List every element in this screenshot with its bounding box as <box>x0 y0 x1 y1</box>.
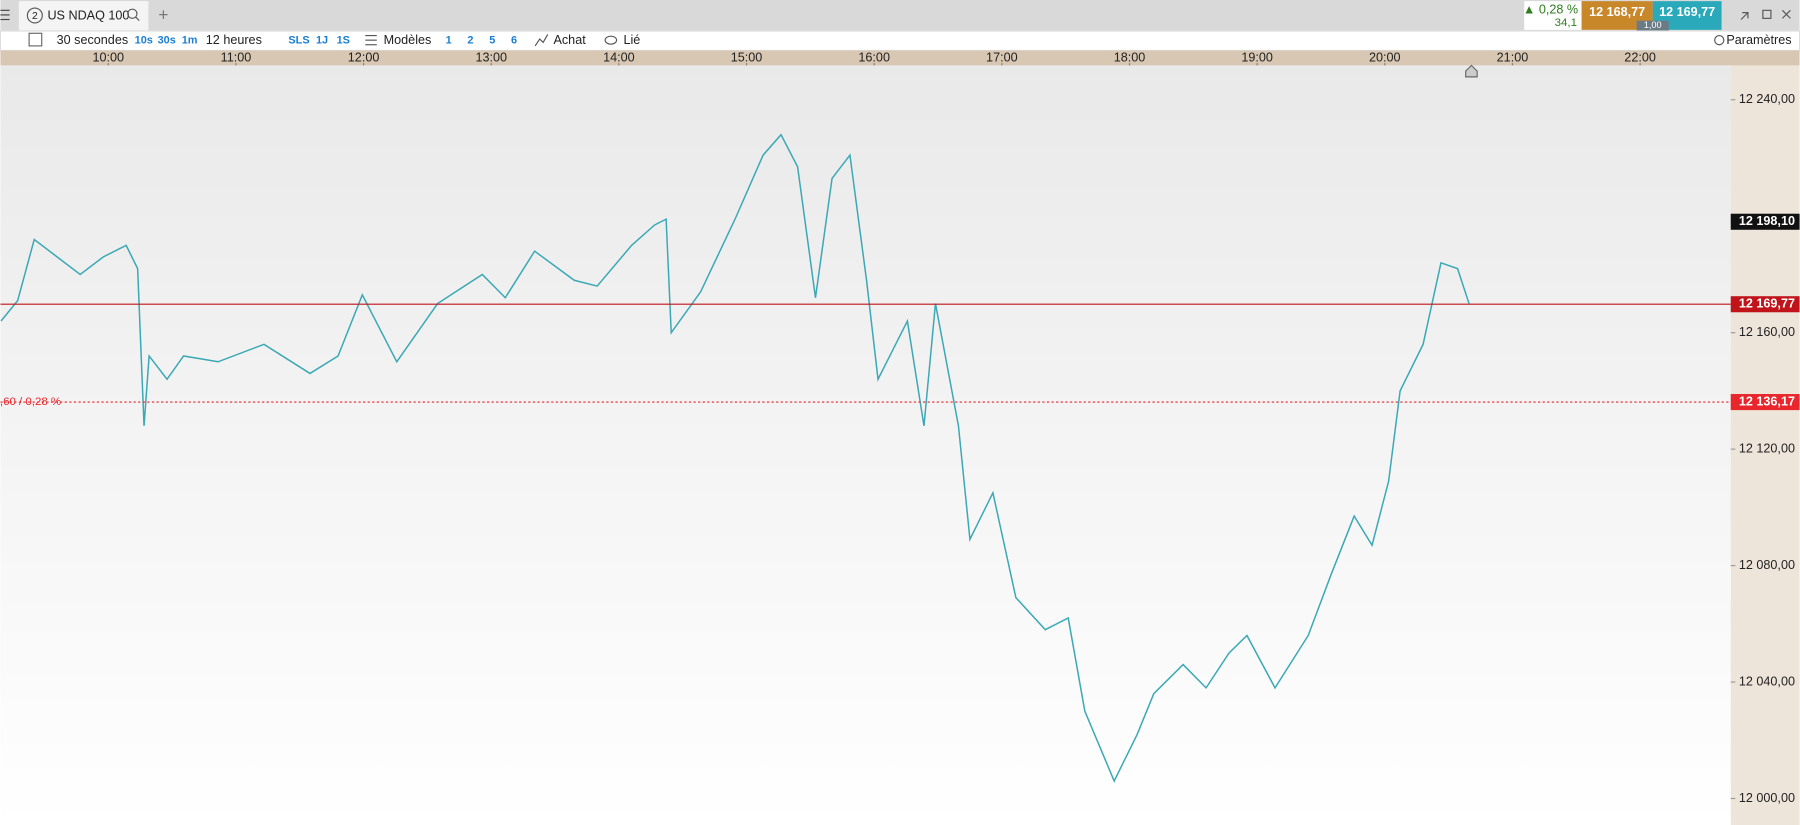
spread-box <box>1636 20 1669 31</box>
toolbar <box>0 30 1800 52</box>
quick-interval[interactable]: 30s <box>158 35 176 47</box>
change-value: 0,28 % <box>1539 3 1578 17</box>
ask: 12 169,77 <box>1659 5 1715 19</box>
tab-title: US NDAQ 100 <box>47 8 129 22</box>
x-tick-label: 19:00 <box>1241 50 1273 64</box>
search-icon[interactable] <box>127 8 140 22</box>
layout-icon[interactable] <box>28 32 43 47</box>
interval[interactable]: 30 secondes <box>57 33 129 47</box>
level-box <box>1730 394 1800 411</box>
level-label: 12 169,77 <box>1739 297 1795 311</box>
quick-period[interactable]: 1J <box>316 35 328 47</box>
change-box <box>1524 1 1582 30</box>
plot-background <box>0 65 1731 825</box>
x-tick-label: 22:00 <box>1624 50 1656 64</box>
x-tick-label: 11:00 <box>221 50 252 64</box>
quick-interval[interactable]: 1m <box>182 35 198 47</box>
y-tick-label: 12 000,00 <box>1739 791 1795 805</box>
tab-bar <box>0 0 1800 31</box>
price-line <box>0 133 1470 783</box>
level-box <box>1730 213 1800 230</box>
time-axis <box>0 50 1800 66</box>
x-tick-label: 17:00 <box>986 50 1018 64</box>
x-tick-label: 13:00 <box>475 50 507 64</box>
x-tick-label: 18:00 <box>1114 50 1146 64</box>
x-tick-label: 20:00 <box>1369 50 1401 64</box>
now-marker <box>1465 64 1478 78</box>
buy-icon <box>534 34 549 47</box>
x-tick-label: 10:00 <box>93 50 125 64</box>
window-controls[interactable] <box>1740 9 1791 20</box>
linked[interactable]: Lié <box>623 33 640 47</box>
tab[interactable] <box>18 1 149 31</box>
period[interactable]: 12 heures <box>206 33 262 47</box>
change-points: 34,1 <box>1555 17 1577 29</box>
add-tab[interactable]: + <box>158 5 168 25</box>
layout-option[interactable]: 1 <box>446 35 452 47</box>
quick-period[interactable]: SLS <box>288 35 309 47</box>
tab-number-circle <box>26 7 43 24</box>
quick-interval[interactable]: 10s <box>135 35 153 47</box>
x-tick-label: 12:00 <box>348 50 380 64</box>
settings[interactable]: Paramètres <box>1726 33 1791 47</box>
up-arrow: ▲ <box>1523 3 1539 17</box>
buy[interactable]: Achat <box>553 33 586 47</box>
tab-number: 2 <box>32 11 38 22</box>
linked-icon <box>604 35 618 45</box>
quick-period[interactable]: 1S <box>337 35 350 47</box>
bid: 12 168,77 <box>1589 5 1645 19</box>
x-tick-label: 15:00 <box>731 50 763 64</box>
x-tick-label: 21:00 <box>1497 50 1529 64</box>
x-tick-label: 16:00 <box>858 50 890 64</box>
y-tick-label: 12 040,00 <box>1739 674 1795 688</box>
x-tick-label: 14:00 <box>603 50 635 64</box>
layout-option[interactable]: 2 <box>467 35 473 47</box>
y-tick-label: 12 160,00 <box>1739 325 1795 339</box>
layout-option[interactable]: 5 <box>489 35 495 47</box>
y-tick-label: 12 120,00 <box>1739 441 1795 455</box>
spread: 1,00 <box>1644 20 1662 30</box>
templates[interactable]: Modèles <box>384 33 432 47</box>
settings-icon <box>1714 34 1725 46</box>
level-label: 12 136,17 <box>1739 394 1795 408</box>
price-axis <box>1730 65 1800 825</box>
change: ▲ 0,28 % <box>1523 3 1578 17</box>
level-note: 3,60 / 0,28 % <box>0 396 61 408</box>
layout-option[interactable]: 6 <box>511 35 517 47</box>
level-label: 12 198,10 <box>1739 214 1795 228</box>
level-box <box>1730 296 1800 313</box>
menu-icon[interactable] <box>0 9 10 21</box>
y-tick-label: 12 080,00 <box>1739 558 1795 572</box>
y-tick-label: 12 240,00 <box>1739 92 1795 106</box>
templates-icon <box>365 34 377 46</box>
